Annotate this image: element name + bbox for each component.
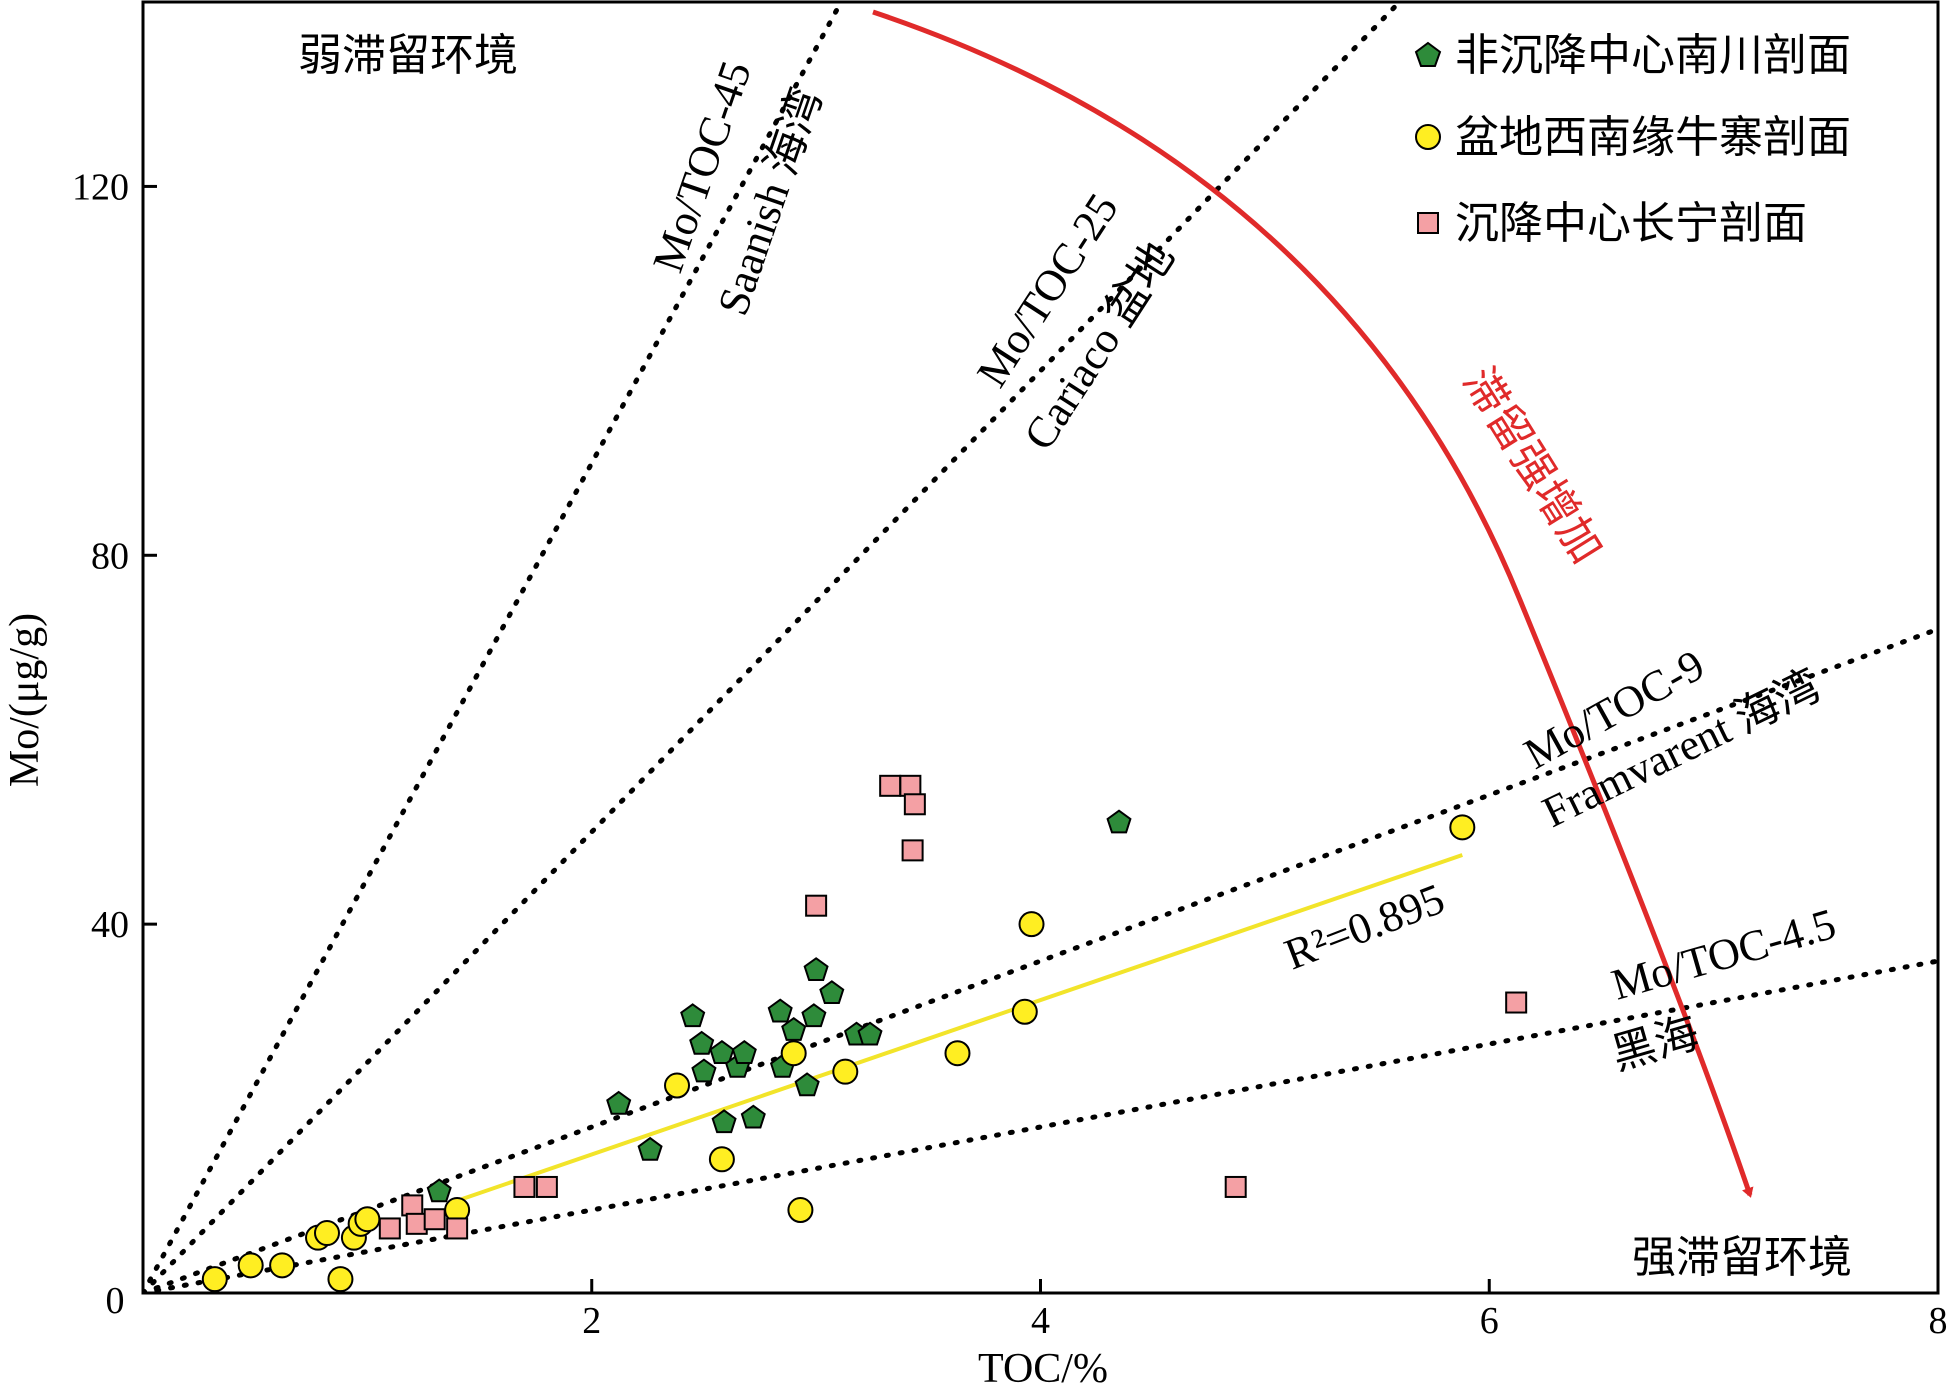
point-square-6	[535, 1175, 558, 1198]
point-square-10	[901, 839, 924, 862]
point-square-5	[513, 1175, 536, 1198]
point-pentagon-16	[803, 957, 829, 981]
point-circle-11	[708, 1146, 735, 1173]
regression-line	[456, 853, 1463, 1203]
point-circle-1	[237, 1252, 264, 1279]
arrow-label: 滞留强增加	[1453, 359, 1613, 573]
ref-sublabel-4.5: 黑海	[1606, 1008, 1704, 1079]
point-pentagon-15	[801, 1003, 827, 1028]
origin-label: 0	[106, 1280, 125, 1322]
point-square-12	[1224, 1175, 1247, 1198]
point-square-7	[805, 894, 828, 917]
point-square-4	[446, 1217, 469, 1240]
point-pentagon-2	[637, 1136, 663, 1161]
point-square-0	[378, 1217, 401, 1240]
point-circle-13	[787, 1197, 814, 1224]
point-circle-8	[354, 1206, 381, 1233]
point-pentagon-3	[680, 1003, 706, 1028]
point-circle-15	[944, 1040, 971, 1067]
legend-label-changning: 沉降中心长宁剖面	[1455, 198, 1807, 249]
legend-label-nanchuan: 非沉降中心南川剖面	[1455, 30, 1851, 81]
x-tick-label-8: 8	[1929, 1300, 1948, 1342]
point-pentagon-9	[731, 1039, 757, 1064]
reference-lines	[143, 2, 1938, 1293]
y-tick-label-120: 120	[72, 166, 129, 208]
point-circle-16	[1011, 998, 1038, 1025]
data-markers	[201, 774, 1528, 1293]
legend-label-niuzhai: 盆地西南缘牛寨剖面	[1455, 112, 1851, 163]
y-axis-title: Mo/(μg/g)	[2, 613, 48, 787]
point-pentagon-14	[794, 1072, 820, 1097]
point-pentagon-5	[691, 1058, 717, 1083]
point-pentagon-6	[709, 1039, 735, 1064]
point-circle-0	[201, 1266, 228, 1293]
x-tick-label-6: 6	[1480, 1300, 1499, 1342]
point-square-3	[423, 1208, 446, 1231]
retention-arrow	[872, 9, 1754, 1198]
ref-line-9	[143, 626, 1938, 1293]
plot-frame	[141, 0, 1940, 1295]
point-pentagon-11	[767, 998, 793, 1023]
point-square-13	[1505, 991, 1528, 1014]
strong-retention-label: 强滞留环境	[1632, 1232, 1852, 1283]
point-square-9	[899, 774, 922, 797]
point-pentagon-17	[819, 980, 845, 1004]
point-pentagon-10	[740, 1104, 766, 1129]
ref-label-4.5: Mo/TOC-4.5	[1606, 899, 1841, 1010]
x-tick-label-2: 2	[582, 1300, 601, 1342]
point-square-1	[401, 1194, 424, 1217]
weak-retention-label: 弱滞留环境	[298, 30, 518, 81]
point-circle-17	[1018, 911, 1045, 938]
point-circle-5	[327, 1266, 354, 1293]
point-square-8	[879, 774, 902, 797]
point-circle-2	[269, 1252, 296, 1279]
legend-marker-circle	[1415, 124, 1441, 150]
y-tick-label-80: 80	[91, 535, 129, 577]
ref-line-25	[143, 2, 1402, 1293]
point-pentagon-19	[857, 1021, 883, 1046]
point-circle-14	[832, 1058, 859, 1085]
point-circle-12	[780, 1040, 807, 1067]
point-pentagon-0	[426, 1178, 452, 1203]
point-circle-18	[1449, 814, 1476, 841]
point-circle-4	[313, 1220, 340, 1247]
legend-marker-pentagon	[1414, 41, 1442, 67]
x-axis-title: TOC/%	[978, 1346, 1108, 1386]
point-circle-10	[664, 1072, 691, 1099]
point-pentagon-20	[1106, 809, 1132, 834]
x-tick-label-4: 4	[1031, 1300, 1050, 1342]
point-pentagon-1	[606, 1090, 632, 1115]
axis-ticks: 2 4 6 8 40 80 120	[72, 166, 1948, 1342]
ref-line-4.5	[143, 958, 1938, 1293]
point-pentagon-7	[711, 1109, 737, 1134]
point-pentagon-13	[781, 1016, 807, 1041]
legend: 非沉降中心南川剖面 盆地西南缘牛寨剖面 沉降中心长宁剖面	[1414, 30, 1851, 249]
ref-line-45	[143, 2, 844, 1293]
point-pentagon-4	[689, 1030, 715, 1055]
point-square-11	[903, 793, 926, 816]
legend-marker-square	[1417, 212, 1439, 234]
y-tick-label-40: 40	[91, 904, 129, 946]
